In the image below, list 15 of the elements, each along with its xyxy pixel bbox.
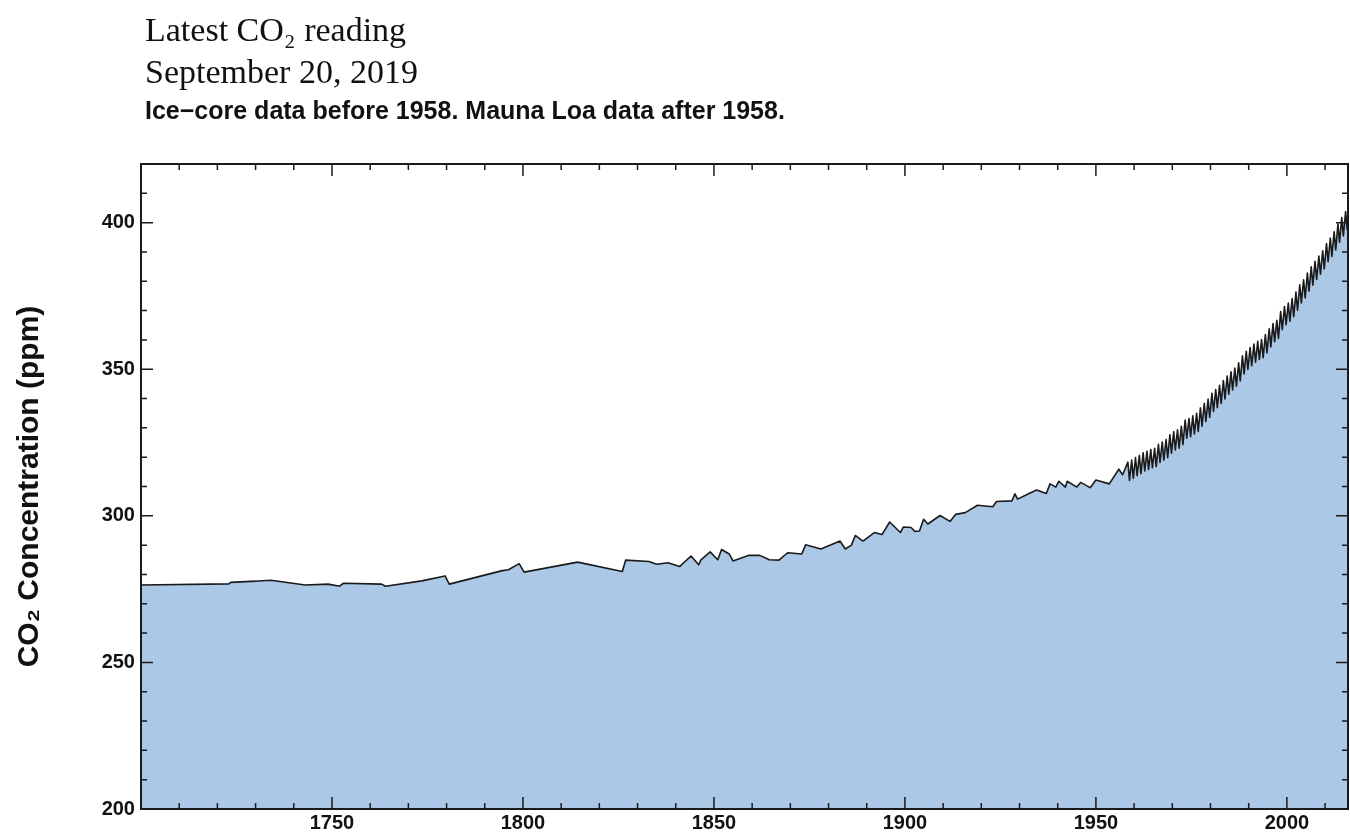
y-tick-label: 200 [101, 796, 135, 819]
x-tick-label: 1750 [309, 810, 355, 833]
y-axis-title: CO₂ Concentration (ppm) [11, 305, 45, 668]
chart-title: Latest CO₂ reading [145, 10, 408, 50]
x-tick-label: 1850 [691, 810, 737, 833]
y-tick-label: 250 [101, 649, 135, 672]
y-tick-label: 300 [101, 503, 135, 526]
y-tick-label: 350 [101, 356, 135, 379]
y-tick-label: 400 [101, 210, 135, 233]
x-tick-label: 1900 [882, 810, 928, 833]
text: Ice−core data before 1958. Mauna Loa data after 1958. [145, 95, 786, 126]
x-tick-label: 2000 [1264, 810, 1310, 833]
x-tick-label: 1950 [1073, 810, 1119, 833]
chart-subtitle: September 20, 2019 [145, 52, 419, 92]
x-tick-label: 1800 [500, 810, 546, 833]
